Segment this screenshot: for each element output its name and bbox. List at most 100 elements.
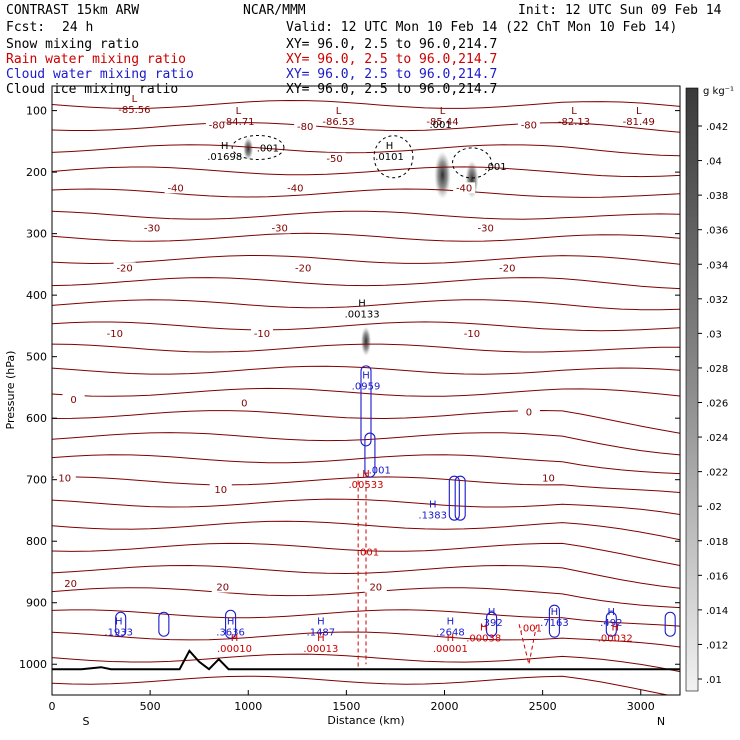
- colorbar-tick-label: .04: [706, 157, 722, 168]
- xy-rain: XY= 96.0, 2.5 to 96.0,214.7: [286, 52, 497, 67]
- snow-maximum: [360, 326, 372, 357]
- isotherm-label: -40: [167, 183, 183, 194]
- isotherm: [52, 166, 680, 178]
- isotherm-label-bg: [209, 483, 232, 495]
- x-tick-label: 2000: [431, 700, 459, 713]
- isotherm-label: 10: [58, 474, 71, 485]
- y-tick-label: 800: [26, 535, 47, 548]
- cloud-water-contour: [364, 432, 376, 478]
- y-tick-label: 700: [26, 474, 47, 487]
- extremum-mark: H: [551, 607, 559, 618]
- isotherm-label: 0: [241, 399, 247, 410]
- cloud-water-contour: [486, 611, 498, 637]
- colorbar-tick-label: .028: [706, 364, 728, 375]
- isotherm: [52, 631, 680, 648]
- extremum-value: .0101: [375, 152, 404, 163]
- extremum-mark: H: [480, 623, 488, 634]
- isotherm-label-bg: [211, 581, 234, 593]
- colorbar-tick-label: .012: [706, 640, 728, 651]
- isotherm-label-bg: [250, 328, 273, 340]
- colorbar-tick-label: .042: [706, 122, 728, 133]
- x-tick-label: 3000: [627, 700, 655, 713]
- extremum-mark: H: [317, 633, 325, 644]
- x-end-north: N: [657, 715, 665, 728]
- x-tick-label: 1500: [332, 700, 360, 713]
- y-tick-label: 300: [26, 228, 47, 241]
- isotherm-label-bg: [537, 472, 560, 484]
- cloud-water-contour: [548, 604, 560, 638]
- isotherm-label: -40: [456, 183, 472, 194]
- extremum-value: .2648: [436, 627, 465, 638]
- isotherm: [52, 454, 680, 475]
- extremum-value: .00032: [598, 634, 633, 645]
- isotherm-label: -80: [297, 122, 313, 133]
- extremum-mark: L: [132, 94, 138, 105]
- y-tick-label: 400: [26, 289, 47, 302]
- isotherm-label: -50: [326, 154, 342, 165]
- hydrometeor-contours: [115, 135, 676, 668]
- xy-black: XY= 96.0, 2.5 to 96.0,214.7: [286, 37, 497, 52]
- isotherm-label: -10: [254, 329, 270, 340]
- y-tick-label: 500: [26, 351, 47, 364]
- cloud-water-contour: [448, 475, 460, 521]
- xy-cloud-ice: XY= 96.0, 2.5 to 96.0,214.7: [286, 82, 497, 97]
- isotherm-label-bg: [453, 182, 476, 194]
- extremum-mark: H: [611, 623, 619, 634]
- isotherm-label: -40: [287, 183, 303, 194]
- isotherm-label: -80: [521, 121, 537, 132]
- shaded-snow-field: [243, 137, 479, 357]
- isotherm-label: 20: [216, 583, 229, 594]
- extremum-value: .01698: [207, 152, 242, 163]
- isotherm-label-bg: [460, 328, 483, 340]
- isotherm-label-bg: [364, 581, 387, 593]
- isotherm: [52, 409, 680, 434]
- colorbar-tick-label: .018: [706, 537, 728, 548]
- contour-value-label: .001: [429, 120, 451, 131]
- cloud-water-contour: [454, 475, 466, 521]
- forecast-label: Fcst:: [6, 20, 45, 35]
- isotherm-label: -10: [107, 329, 123, 340]
- isotherm-label-bg: [284, 182, 307, 194]
- colorbar-tick-label: .016: [706, 571, 728, 582]
- extremum-value: .1933: [104, 627, 133, 638]
- cloud-ice-contour: [373, 135, 414, 179]
- x-tick-label: 0: [49, 700, 56, 713]
- isotherm-label: -30: [144, 223, 160, 234]
- x-tick-label: 1000: [234, 700, 262, 713]
- xy-cloud-water: XY= 96.0, 2.5 to 96.0,214.7: [286, 67, 497, 82]
- extremum-value: .00013: [303, 644, 338, 655]
- colorbar-tick-label: .022: [706, 468, 728, 479]
- cloud-water-contour: [360, 365, 372, 447]
- contour-value-label: .001: [257, 144, 279, 155]
- extremum-mark: H: [429, 500, 437, 511]
- extrema-labels: -80 -80 -80 -50 -40 -40 -40 -30 -30 -30 -20 -20 -20 -…: [53, 94, 655, 655]
- isotherm: [52, 432, 680, 456]
- colorbar-tick-label: .014: [706, 606, 728, 617]
- isotherm-label: -20: [116, 263, 132, 274]
- cloud-water-contour: [115, 611, 127, 637]
- isotherm-label: -30: [271, 223, 287, 234]
- extremum-mark: H: [608, 607, 616, 618]
- extremum-mark: H: [362, 370, 370, 381]
- y-tick-label: 1000: [19, 658, 47, 671]
- extremum-value: .3636: [216, 627, 245, 638]
- isotherm-label-bg: [294, 120, 317, 132]
- isotherm-label: 0: [526, 407, 532, 418]
- isotherm-label: 20: [369, 583, 382, 594]
- isotherm-label-bg: [59, 577, 82, 589]
- x-end-south: S: [83, 715, 90, 728]
- extremum-value: .1383: [418, 511, 447, 522]
- isotherm-label: -80: [209, 121, 225, 132]
- extremum-mark: H: [115, 616, 123, 627]
- y-tick-label: 100: [26, 105, 47, 118]
- isotherm-label: -10: [464, 329, 480, 340]
- isotherm-label-bg: [323, 152, 346, 164]
- isotherm: [52, 210, 680, 220]
- temperature-isotherms: [52, 99, 680, 695]
- x-axis: 0 500 1000 1500 2000 2500 3000: [49, 690, 655, 713]
- extremum-value: .00001: [433, 644, 468, 655]
- extremum-mark: H: [221, 141, 229, 152]
- extremum-value: -81.49: [623, 117, 655, 128]
- field-cloud-ice: Cloud ice mixing ratio: [6, 82, 178, 97]
